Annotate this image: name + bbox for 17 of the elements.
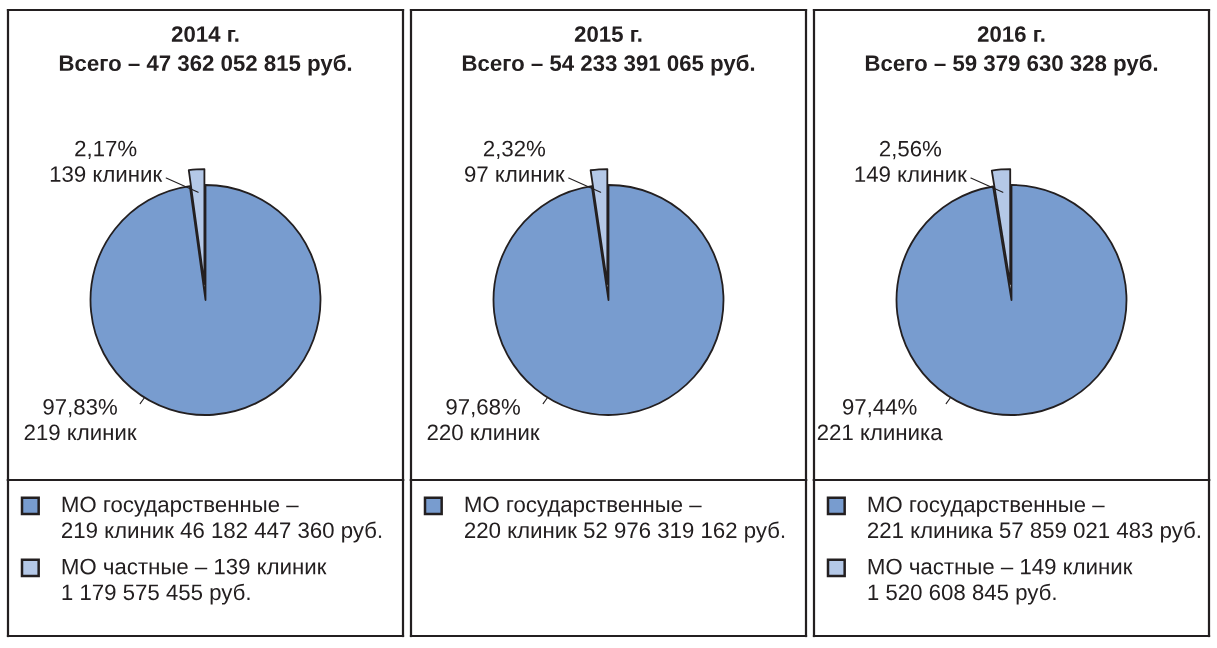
data-label: 2,17% 139 клиник	[50, 140, 163, 182]
chart-subtitle: Всего – 54 233 391 065 руб.	[462, 54, 755, 76]
data-label: 97,44% 221 клиника	[817, 398, 943, 441]
legend-label: МО государственные – 220 клиник 52 976 319 162 руб.	[465, 496, 785, 543]
chart-title: 2014 г.	[171, 26, 239, 42]
legend-label: МО частные – 139 клиник 1 179 575 455 руб.	[62, 558, 327, 605]
data-label: 2,56% 149 клиник	[855, 140, 967, 183]
chart-title: 2016 г.	[977, 26, 1045, 42]
chart-title: 2015 г.	[574, 26, 642, 42]
chart-subtitle: Всего – 47 362 052 815 руб.	[59, 54, 352, 76]
legend-label: МО государственные – 219 клиник 46 182 447 360 руб.	[62, 496, 382, 543]
chart-subtitle: Всего – 59 379 630 328 руб.	[865, 54, 1158, 76]
data-label: 97,83% 219 клиник	[24, 398, 137, 441]
legend-label: МО частные – 149 клиник 1 520 608 845 руб.	[868, 558, 1133, 605]
legend-label: МО государственные – 221 клиника 57 859 021 483 руб.	[868, 496, 1200, 543]
data-label: 97,68% 220 клиник	[427, 398, 540, 441]
data-label: 2,32% 97 клиник	[465, 140, 565, 183]
